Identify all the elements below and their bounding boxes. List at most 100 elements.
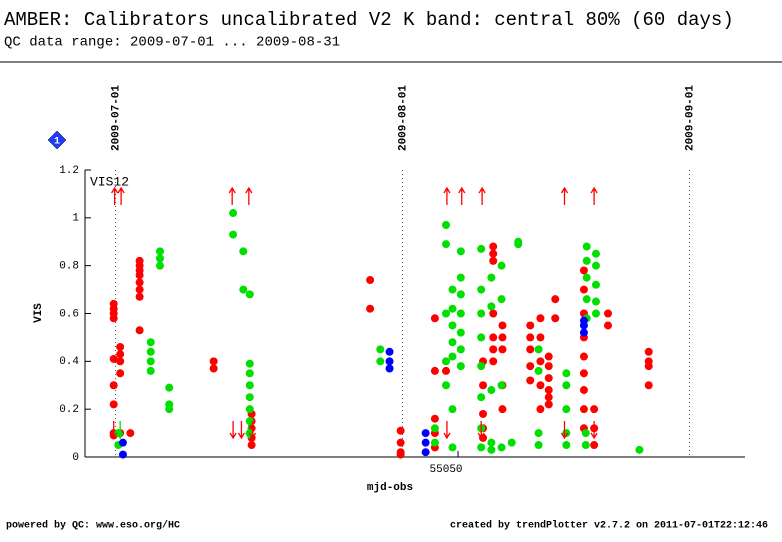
point xyxy=(109,381,118,390)
point xyxy=(498,333,507,342)
outlier-arrow xyxy=(443,186,451,205)
point xyxy=(479,409,488,418)
point xyxy=(489,345,498,354)
point xyxy=(430,414,439,423)
outlier-arrow xyxy=(110,421,118,440)
outlier-arrow xyxy=(116,421,124,440)
point xyxy=(135,278,144,287)
point xyxy=(442,366,451,375)
point xyxy=(442,309,451,318)
point xyxy=(245,290,254,299)
point xyxy=(582,242,591,251)
point xyxy=(487,438,496,447)
point xyxy=(489,309,498,318)
point xyxy=(456,273,465,282)
badge-diamond xyxy=(47,130,67,150)
point xyxy=(155,261,164,270)
point xyxy=(644,347,653,356)
point xyxy=(116,342,125,351)
x-axis-label: mjd-obs xyxy=(367,482,413,494)
point xyxy=(579,386,588,395)
point xyxy=(534,429,543,438)
point xyxy=(590,441,599,450)
point xyxy=(245,359,254,368)
point xyxy=(209,364,218,373)
point xyxy=(479,381,488,390)
point xyxy=(442,357,451,366)
point xyxy=(526,345,535,354)
point xyxy=(487,386,496,395)
point xyxy=(579,352,588,361)
point xyxy=(421,448,430,457)
point xyxy=(591,309,600,318)
point xyxy=(239,247,248,256)
point xyxy=(487,445,496,454)
point xyxy=(448,338,457,347)
point xyxy=(477,443,486,452)
annotation: VIS12 xyxy=(90,174,129,189)
y-tick-label: 1.2 xyxy=(59,165,79,177)
point xyxy=(582,295,591,304)
footer-right: created by trendPlotter v2.7.2 on 2011-0… xyxy=(450,520,768,532)
point xyxy=(487,302,496,311)
point xyxy=(456,309,465,318)
point xyxy=(534,345,543,354)
point xyxy=(456,328,465,337)
point xyxy=(239,285,248,294)
point xyxy=(534,366,543,375)
y-tick-label: 0 xyxy=(72,452,79,464)
point xyxy=(579,369,588,378)
outlier-arrow xyxy=(590,186,598,205)
y-tick-label: 0.2 xyxy=(59,404,79,416)
chart-title: AMBER: Calibrators uncalibrated V2 K ban… xyxy=(4,9,734,31)
point xyxy=(498,321,507,330)
outlier-arrow xyxy=(237,421,245,440)
point xyxy=(456,290,465,299)
point xyxy=(430,424,439,433)
point xyxy=(385,357,394,366)
point xyxy=(448,285,457,294)
point xyxy=(366,304,375,313)
point xyxy=(498,405,507,414)
point xyxy=(579,328,588,337)
point xyxy=(477,333,486,342)
point xyxy=(421,438,430,447)
point xyxy=(118,438,127,447)
point xyxy=(135,271,144,280)
point xyxy=(526,321,535,330)
point xyxy=(526,362,535,371)
point xyxy=(544,374,553,383)
point xyxy=(526,333,535,342)
footer-left: powered by QC: www.eso.org/HC xyxy=(6,520,180,532)
point xyxy=(544,352,553,361)
point xyxy=(165,383,174,392)
outlier-arrow xyxy=(117,186,125,205)
point xyxy=(146,338,155,347)
outlier-arrow xyxy=(560,421,569,440)
chart-subtitle: QC data range: 2009-07-01 ... 2009-08-31 xyxy=(4,35,340,51)
point xyxy=(562,369,571,378)
point xyxy=(109,354,118,363)
point xyxy=(396,426,405,435)
point xyxy=(582,256,591,265)
y-axis-label: VIS xyxy=(33,303,45,323)
point xyxy=(477,309,486,318)
point xyxy=(534,441,543,450)
badge-text: 1 xyxy=(54,137,60,148)
point xyxy=(165,405,174,414)
point xyxy=(229,230,238,239)
y-tick-label: 0.4 xyxy=(59,356,79,368)
outlier-arrow xyxy=(560,186,569,205)
point xyxy=(497,295,506,304)
point xyxy=(644,362,653,371)
point xyxy=(497,381,506,390)
point xyxy=(514,240,523,249)
point xyxy=(116,357,125,366)
point xyxy=(116,369,125,378)
point xyxy=(245,405,254,414)
outlier-arrow xyxy=(111,186,119,205)
point xyxy=(644,381,653,390)
y-tick-label: 1 xyxy=(72,213,79,225)
